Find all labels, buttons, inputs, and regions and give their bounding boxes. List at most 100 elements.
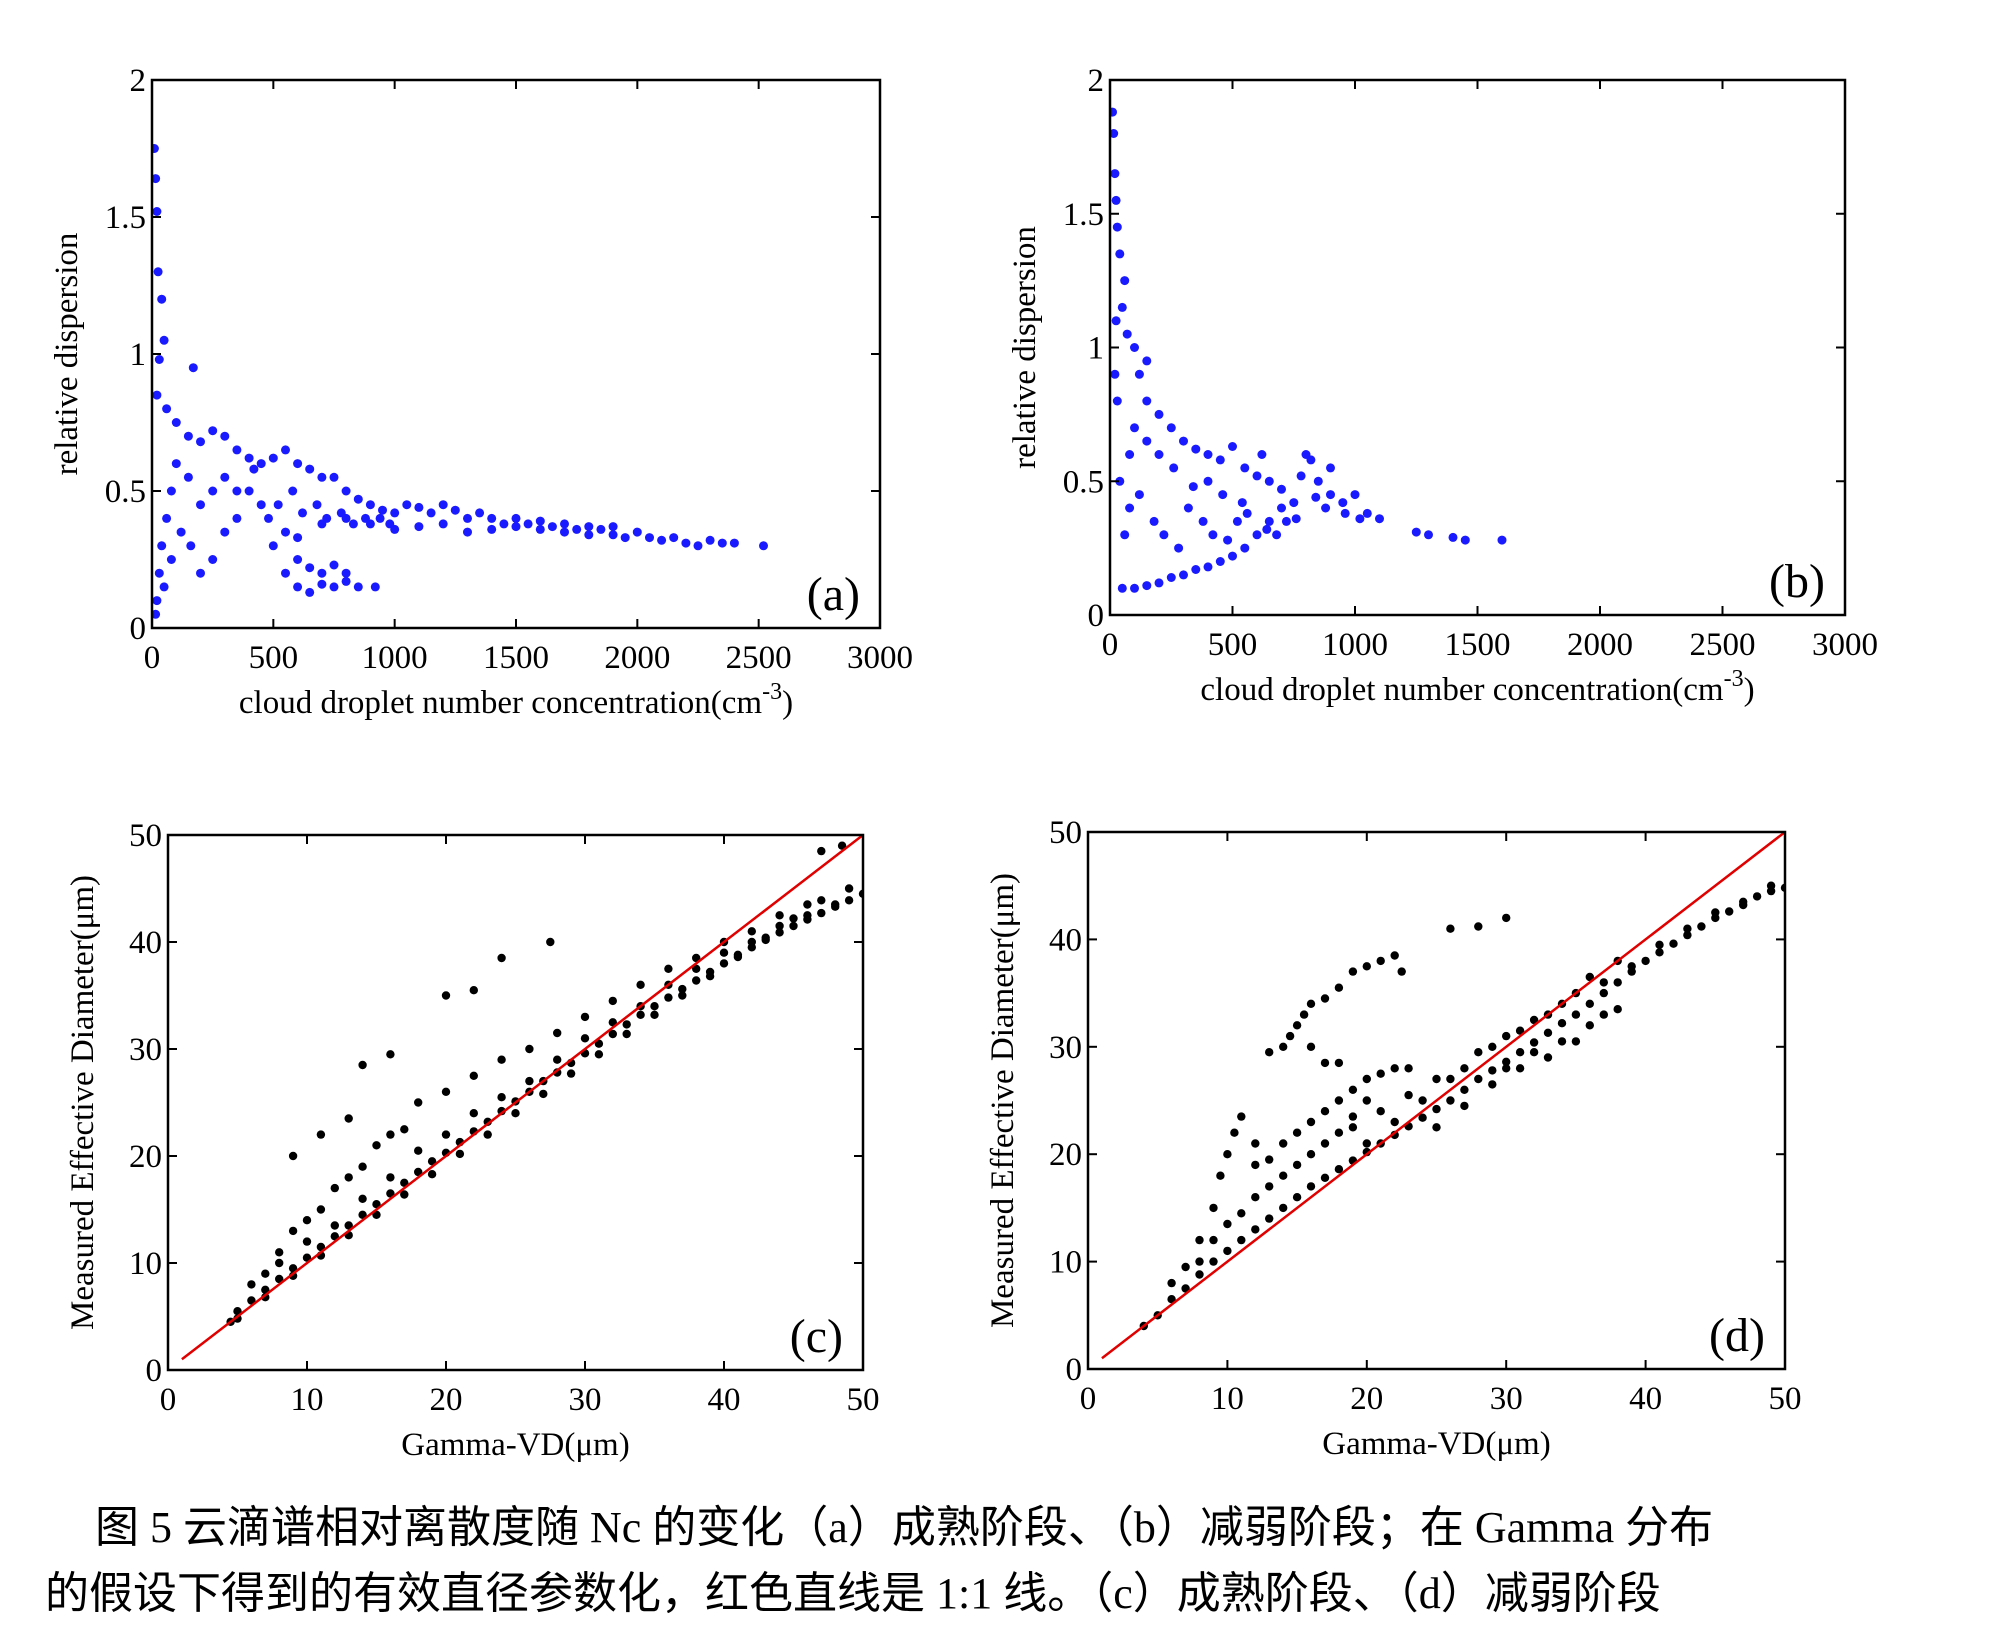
data-point: [232, 445, 242, 455]
data-point: [341, 576, 351, 586]
data-point: [1240, 463, 1250, 473]
data-point: [525, 1044, 534, 1054]
data-point: [1279, 1203, 1288, 1213]
data-point: [678, 984, 687, 994]
data-point: [622, 1029, 631, 1039]
data-point: [1110, 107, 1117, 117]
data-point: [344, 1173, 353, 1182]
data-point: [370, 582, 380, 592]
data-point: [152, 596, 162, 606]
data-point: [1446, 1074, 1455, 1084]
data-point: [375, 513, 385, 523]
data-point: [1223, 1150, 1232, 1159]
x-axis-label: Gamma-VD(μm): [1322, 1426, 1550, 1462]
data-point: [469, 1071, 478, 1081]
data-point: [317, 579, 327, 589]
data-point: [1112, 396, 1122, 406]
y-tick-label: 0: [146, 1353, 163, 1389]
data-point: [152, 390, 162, 400]
data-point: [1529, 1038, 1539, 1047]
data-point: [358, 1060, 367, 1070]
data-point: [1585, 1021, 1595, 1030]
data-point: [1264, 516, 1274, 526]
data-point: [427, 1170, 437, 1179]
x-tick-label: 2500: [726, 640, 792, 676]
data-point: [499, 519, 509, 529]
data-point: [157, 541, 167, 551]
data-point: [281, 568, 290, 578]
x-tick-label: 40: [1629, 1381, 1662, 1417]
y-tick-label: 1.5: [1063, 197, 1104, 233]
data-point: [705, 972, 715, 981]
data-point: [1292, 1021, 1302, 1030]
data-point: [1292, 1128, 1302, 1137]
data-point: [288, 486, 298, 496]
data-point: [1529, 1015, 1539, 1025]
data-point: [1188, 482, 1198, 492]
data-point: [1209, 1203, 1218, 1213]
data-point: [317, 568, 327, 578]
data-point: [233, 1314, 242, 1323]
data-point: [1320, 994, 1330, 1003]
reference-line-1-1: [1101, 831, 1786, 1360]
data-point: [358, 1162, 367, 1171]
data-point: [566, 1069, 576, 1078]
data-point: [1306, 455, 1316, 465]
data-point: [1362, 962, 1372, 971]
data-point: [1362, 1096, 1372, 1105]
data-point: [162, 513, 172, 523]
data-point: [1515, 1064, 1525, 1073]
x-tick-label: 2000: [604, 640, 670, 676]
data-point: [152, 609, 161, 619]
data-point: [1585, 999, 1595, 1008]
data-point: [1142, 436, 1152, 446]
data-point: [1390, 951, 1399, 960]
data-point: [775, 928, 784, 937]
data-point: [759, 541, 768, 551]
data-point: [372, 1210, 381, 1220]
data-point: [298, 508, 307, 518]
data-point: [664, 993, 673, 1002]
panel-label: (c): [790, 1310, 843, 1363]
data-point: [261, 1285, 270, 1295]
data-point: [1216, 1171, 1225, 1180]
axes-frame: [166, 833, 865, 1372]
data-point: [511, 513, 521, 523]
data-point: [316, 1242, 326, 1252]
x-tick-label: 3000: [847, 640, 913, 676]
data-point: [1134, 369, 1144, 379]
data-point: [1488, 1066, 1497, 1075]
data-point: [1488, 1042, 1497, 1052]
data-point: [817, 896, 826, 905]
data-point: [1195, 1270, 1204, 1279]
data-point: [620, 533, 630, 543]
y-axis-label: Measured Effective Diameter(μm): [985, 873, 1021, 1328]
data-point: [1111, 195, 1121, 205]
data-point: [657, 535, 667, 545]
data-point: [316, 1130, 326, 1139]
data-point: [1166, 423, 1176, 433]
data-point: [1683, 930, 1692, 940]
data-point: [316, 1205, 326, 1214]
data-point: [775, 921, 784, 931]
data-point: [608, 1018, 617, 1027]
data-point: [1167, 1278, 1176, 1288]
data-point: [1362, 1074, 1372, 1084]
data-point: [1326, 463, 1335, 473]
data-point: [1181, 1284, 1190, 1293]
data-point: [1390, 1064, 1399, 1073]
x-tick-label: 500: [1208, 627, 1258, 663]
data-point: [302, 1237, 312, 1246]
data-point: [1502, 1031, 1511, 1041]
chart-panel-d: 0 10 20 30 40 50 0 10 20 30 40 50 Gamma-VD(μm) Measur…: [985, 815, 1802, 1462]
data-point: [1228, 551, 1237, 561]
data-point: [1311, 492, 1321, 502]
data-point: [632, 527, 642, 537]
y-tick-label: 0: [1088, 598, 1105, 634]
data-point: [344, 1221, 353, 1230]
data-point: [1130, 423, 1139, 433]
data-point: [1340, 508, 1350, 518]
data-point: [372, 1200, 381, 1209]
data-point: [1376, 1069, 1385, 1078]
data-point: [1334, 1058, 1344, 1068]
